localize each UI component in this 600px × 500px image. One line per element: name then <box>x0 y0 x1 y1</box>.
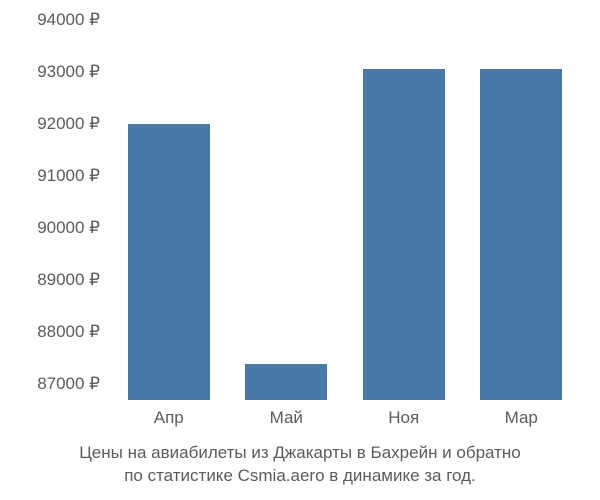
y-tick-label: 93000 ₽ <box>0 62 100 82</box>
bar <box>128 124 210 400</box>
caption-line-1: Цены на авиабилеты из Джакарты в Бахрейн… <box>0 442 600 465</box>
x-tick-label: Ноя <box>388 408 419 428</box>
x-tick-label: Май <box>270 408 303 428</box>
price-chart: 87000 ₽ 88000 ₽ 89000 ₽ 90000 ₽ 91000 ₽ 92000… <box>0 0 600 500</box>
bars-container <box>110 20 580 400</box>
bar <box>363 69 445 400</box>
y-tick-label: 90000 ₽ <box>0 218 100 238</box>
y-tick-label: 92000 ₽ <box>0 114 100 134</box>
plot-area <box>110 20 580 400</box>
bar <box>245 364 327 400</box>
y-tick-label: 91000 ₽ <box>0 166 100 186</box>
caption-line-2: по статистике Csmia.aero в динамике за г… <box>0 465 600 488</box>
y-tick-label: 89000 ₽ <box>0 270 100 290</box>
y-tick-label: 87000 ₽ <box>0 374 100 394</box>
y-tick-label: 88000 ₽ <box>0 322 100 342</box>
x-tick-label: Апр <box>154 408 184 428</box>
y-tick-label: 94000 ₽ <box>0 10 100 30</box>
x-tick-label: Мар <box>505 408 538 428</box>
bar <box>480 69 562 400</box>
